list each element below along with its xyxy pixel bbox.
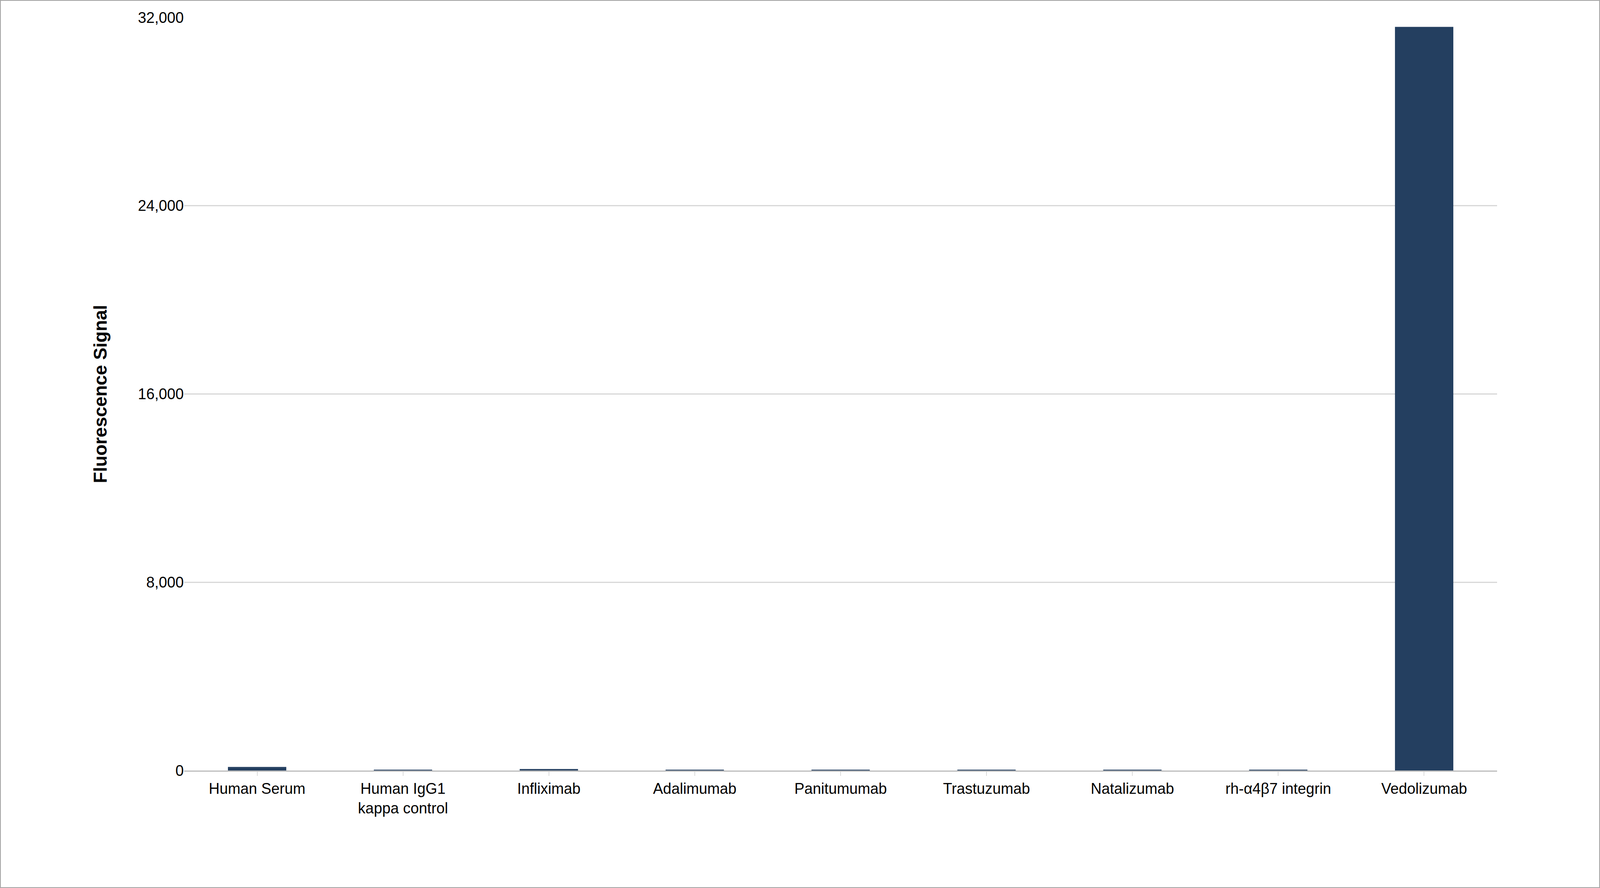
svg-text:Adalimumab: Adalimumab bbox=[652, 780, 737, 798]
svg-text:rh-α4β7 integrin: rh-α4β7 integrin bbox=[1225, 780, 1332, 798]
svg-text:Fluorescence Signal: Fluorescence Signal bbox=[90, 305, 111, 484]
svg-text:8,000: 8,000 bbox=[146, 573, 184, 591]
svg-text:Natalizumab: Natalizumab bbox=[1090, 780, 1175, 798]
svg-text:Panitumumab: Panitumumab bbox=[794, 780, 887, 798]
svg-text:Vedolizumab: Vedolizumab bbox=[1381, 780, 1468, 798]
svg-text:0: 0 bbox=[175, 762, 184, 780]
svg-text:Human IgG1kappa control: Human IgG1kappa control bbox=[357, 780, 448, 817]
svg-text:Human Serum: Human Serum bbox=[208, 780, 306, 798]
svg-text:Trastuzumab: Trastuzumab bbox=[942, 780, 1030, 798]
svg-text:24,000: 24,000 bbox=[137, 197, 184, 215]
svg-text:16,000: 16,000 bbox=[137, 385, 184, 403]
svg-text:Infliximab: Infliximab bbox=[517, 780, 581, 798]
svg-text:32,000: 32,000 bbox=[137, 9, 184, 27]
